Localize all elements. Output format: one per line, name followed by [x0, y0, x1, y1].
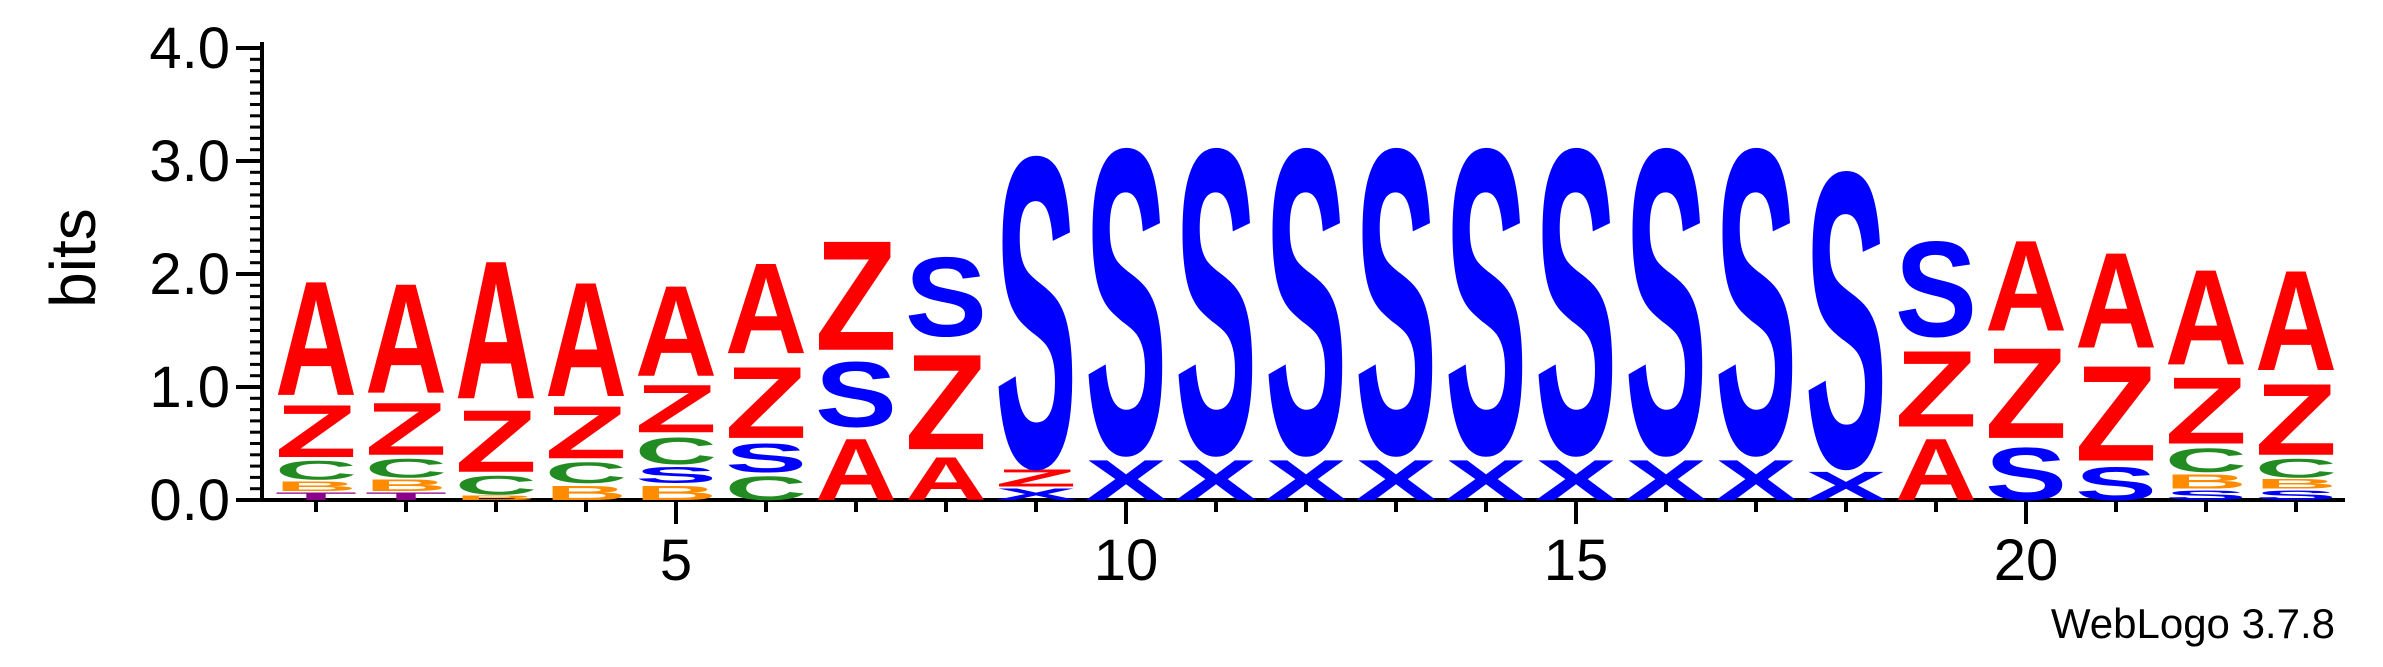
logo-letter-b: B	[2165, 470, 2247, 493]
logo-letter-z: Z	[1985, 321, 2067, 465]
logo-letter-s: S	[1445, 58, 1527, 545]
logo-letter-z: Z	[275, 390, 357, 473]
logo-letter-t: T	[275, 490, 357, 502]
logo-letter-z: Z	[2075, 337, 2157, 489]
weblogo-credit: WebLogo 3.7.8	[2050, 600, 2335, 647]
logo-letter-z: Z	[725, 346, 807, 460]
logo-letter-s: S	[635, 462, 717, 488]
logo-letter-c: C	[2165, 441, 2247, 479]
logo-letter-z: Z	[2165, 357, 2247, 464]
x-tick-label: 15	[1544, 528, 1609, 593]
logo-letter-s: S	[995, 65, 1077, 561]
logo-letter-c: C	[725, 469, 807, 507]
logo-letter-c: C	[545, 456, 627, 490]
x-axis: 5 10 15 20	[262, 498, 2345, 593]
logo-letter-x: X	[1445, 449, 1527, 513]
logo-letter-a: A	[2165, 241, 2247, 394]
x-tick-label: 5	[660, 528, 692, 593]
logo-letter-b: B	[275, 479, 357, 494]
y-tick-label: 1.0	[149, 355, 230, 420]
logo-letter-c: C	[455, 470, 537, 500]
logo-letter-a: A	[545, 248, 627, 430]
logo-letter-s: S	[1625, 58, 1707, 545]
logo-letter-s: S	[2075, 457, 2157, 510]
logo-letter-z: Z	[905, 326, 987, 478]
logo-letter-c: C	[635, 429, 717, 472]
logo-letter-x: X	[1535, 449, 1617, 513]
logo-letter-z: Z	[815, 208, 897, 383]
logo-letter-a: A	[815, 420, 897, 519]
logo-letter-z: Z	[545, 391, 627, 474]
logo-letter-a: A	[725, 236, 807, 381]
logo-letter-a: A	[275, 247, 357, 429]
logo-letter-c: C	[275, 455, 357, 485]
x-tick-label: 10	[1094, 528, 1159, 593]
logo-letter-x: X	[1085, 449, 1167, 513]
logo-letter-s: S	[1085, 58, 1167, 545]
logo-letter-a: A	[365, 252, 447, 427]
y-tick-label: 3.0	[149, 129, 230, 194]
logo-letter-b: B	[365, 476, 447, 494]
logo-letter-s: S	[725, 435, 807, 481]
logo-letter-a: A	[2075, 224, 2157, 377]
logo-letter-b: B	[2255, 477, 2337, 492]
x-tick-label: 20	[1994, 528, 2059, 593]
logo-letter-a: A	[1895, 420, 1977, 519]
logo-letter-z: Z	[455, 392, 537, 491]
logo-letter-s: S	[1265, 58, 1347, 545]
logo-letter-z: Z	[995, 465, 1077, 492]
logo-letter-s: S	[1535, 58, 1617, 545]
logo-letter-z: Z	[1895, 328, 1977, 450]
logo-letter-z: Z	[2255, 363, 2337, 477]
logo-letter-s: S	[1805, 83, 1887, 556]
logo-letter-x: X	[1265, 449, 1347, 513]
y-axis: 0.0 1.0 2.0 3.0 4.0	[149, 16, 264, 533]
logo-letter-t: T	[365, 490, 447, 502]
logo-letter-a: A	[1985, 214, 2067, 359]
logo-letter-s: S	[1175, 58, 1257, 545]
logo-letter-x: X	[1355, 449, 1437, 513]
y-tick-label: 0.0	[149, 468, 230, 533]
logo-letter-s: S	[2255, 488, 2337, 503]
y-tick-label: 2.0	[149, 242, 230, 307]
logo-letter-x: X	[995, 485, 1077, 503]
y-tick-label: 4.0	[149, 16, 230, 81]
logo-letter-s: S	[2165, 488, 2247, 503]
logo-letter-x: X	[1805, 463, 1887, 509]
logo-letter-z: Z	[365, 388, 447, 471]
logo-letter-b: B	[455, 494, 537, 502]
logo-letter-x: X	[1175, 449, 1257, 513]
logo-letter-b: B	[545, 482, 627, 505]
logo-letter-c: C	[365, 453, 447, 483]
logo-letter-x: X	[1715, 449, 1797, 513]
logo-letter-s: S	[1895, 212, 1977, 365]
logo-letter-s: S	[905, 235, 987, 361]
logo-letter-x: X	[1625, 449, 1707, 513]
logo-letter-a: A	[905, 445, 987, 514]
logo-letter-s: S	[1355, 58, 1437, 545]
logo-letter-z: Z	[635, 371, 717, 447]
logo-letter-s: S	[1715, 58, 1797, 545]
logo-letter-s: S	[1985, 432, 2067, 516]
logo-letter-c: C	[2255, 453, 2337, 483]
y-axis-title: bits	[37, 208, 109, 308]
logo-letter-a: A	[2255, 242, 2337, 402]
logo-letter-b: B	[635, 482, 717, 505]
logo-letter-s: S	[815, 343, 897, 447]
logo-letter-a: A	[635, 259, 717, 404]
logo-letter-a: A	[455, 220, 537, 441]
